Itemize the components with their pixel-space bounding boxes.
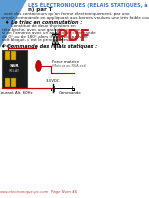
Text: tête-bêche, avec une gachette commune,: tête-bêche, avec une gachette commune, bbox=[2, 28, 88, 31]
Text: Force motrice: Force motrice bbox=[52, 60, 79, 64]
Circle shape bbox=[36, 61, 41, 71]
Text: n) par T: n) par T bbox=[28, 7, 52, 12]
Text: ♦ Le triac en commutation :: ♦ Le triac en commutation : bbox=[5, 20, 82, 25]
Text: simple commande en appliquant aux bornes voulues une très faible courant.: simple commande en appliquant aux bornes… bbox=[1, 15, 149, 19]
Text: SSR: SSR bbox=[10, 64, 19, 68]
Text: www.electronique-pc.com  Page Num 46: www.electronique-pc.com Page Num 46 bbox=[0, 190, 78, 194]
Text: ♦ Commande des relais statiques :: ♦ Commande des relais statiques : bbox=[1, 44, 97, 49]
Text: (Moteur ou RSA ext): (Moteur ou RSA ext) bbox=[52, 64, 87, 68]
Text: LES ÉLECTRONIQUES (RELAIS STATIQUES, à T - suite): LES ÉLECTRONIQUES (RELAIS STATIQUES, à T… bbox=[28, 2, 149, 8]
Text: de 0° ou de 180° alors il sera soit passant: de 0° ou de 180° alors il sera soit pass… bbox=[2, 34, 88, 38]
Polygon shape bbox=[0, 0, 27, 48]
Bar bbox=[5, 51, 10, 60]
Text: Commande: Commande bbox=[59, 91, 82, 95]
Text: Constitué de deux thyristors en: Constitué de deux thyristors en bbox=[2, 24, 76, 28]
Text: RELAY: RELAY bbox=[9, 69, 20, 73]
Text: PDF: PDF bbox=[56, 29, 91, 44]
Bar bbox=[11, 51, 16, 60]
Text: Courant Alt. 60Hz: Courant Alt. 60Hz bbox=[0, 91, 33, 95]
Text: si on l'amorce avec un angle α de commande: si on l'amorce avec un angle α de comman… bbox=[2, 31, 96, 35]
Bar bbox=[2, 50, 27, 88]
Text: soit bloqué, c’est le principe des RSE.: soit bloqué, c’est le principe des RSE. bbox=[2, 38, 79, 42]
Bar bbox=[11, 78, 16, 87]
Text: sont des contacteurs qu’on ferme électroniquement, par une: sont des contacteurs qu’on ferme électro… bbox=[4, 12, 129, 16]
Text: 3-5VDC: 3-5VDC bbox=[46, 79, 61, 83]
Text: Phase: Phase bbox=[3, 44, 15, 48]
Bar bbox=[5, 78, 10, 87]
